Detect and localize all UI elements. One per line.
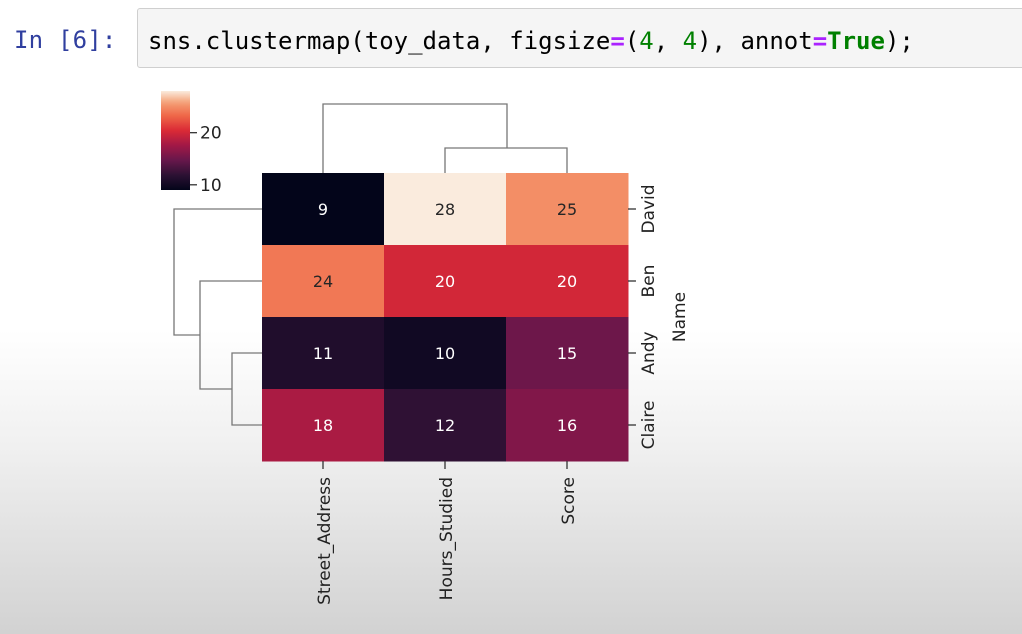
heatmap-cell	[384, 245, 507, 318]
heatmap-cell	[384, 389, 507, 462]
heatmap-cell	[262, 389, 385, 462]
row-label: David	[639, 184, 659, 233]
heatmap-cell	[506, 245, 629, 318]
colorbar-tick-label: 20	[200, 124, 222, 144]
row-dendrogram-link	[199, 280, 262, 390]
cell-annotation: 15	[557, 344, 577, 363]
code-token: );	[884, 27, 914, 55]
heatmap-cell	[506, 317, 629, 390]
code-token: sns.clustermap(toy_data, figsize	[148, 27, 611, 55]
code-token: =	[812, 27, 828, 55]
cell-annotation: 25	[557, 200, 577, 219]
heatmap-cell	[506, 389, 629, 462]
code-token: (	[624, 27, 640, 55]
code-token: ,	[653, 27, 683, 55]
column-dendrogram-link	[322, 103, 508, 173]
colorbar	[161, 91, 190, 190]
row-dendrogram-link	[231, 352, 262, 426]
row-dendrogram-link	[173, 208, 262, 336]
cell-annotation: 11	[313, 344, 333, 363]
cell-prompt: In [6]:	[14, 26, 117, 54]
heatmap-cell	[262, 317, 385, 390]
row-axis-label: Name	[670, 292, 690, 342]
code-cell-input[interactable]: sns.clustermap(toy_data, figsize=(4, 4),…	[137, 8, 1022, 68]
heatmap-cell	[262, 245, 385, 318]
heatmap-cell	[384, 173, 507, 246]
column-label: Hours_Studied	[437, 477, 457, 600]
cell-annotation: 18	[313, 416, 333, 435]
column-label: Score	[559, 477, 579, 525]
code-token: True	[827, 27, 885, 55]
cell-annotation: 12	[435, 416, 455, 435]
code-token: ), annot	[697, 27, 813, 55]
heatmap-cell	[384, 317, 507, 390]
code-line[interactable]: sns.clustermap(toy_data, figsize=(4, 4),…	[148, 27, 914, 55]
row-label: Andy	[639, 331, 659, 374]
cell-annotation: 10	[435, 344, 455, 363]
heatmap-cell	[506, 173, 629, 246]
column-label: Street_Address	[315, 477, 335, 605]
cell-annotation: 20	[435, 272, 455, 291]
code-token: =	[610, 27, 625, 55]
code-token: 4	[682, 27, 698, 55]
cell-annotation: 9	[318, 200, 328, 219]
code-token: 4	[639, 27, 654, 55]
column-dendrogram-link	[444, 147, 568, 173]
cell-annotation: 28	[435, 200, 455, 219]
colorbar-tick-label: 10	[200, 176, 222, 196]
cell-annotation: 16	[557, 416, 577, 435]
row-label: Claire	[639, 401, 659, 450]
cell-annotation: 24	[313, 272, 333, 291]
heatmap-cell	[262, 173, 385, 246]
row-label: Ben	[639, 265, 659, 298]
cell-annotation: 20	[557, 272, 577, 291]
